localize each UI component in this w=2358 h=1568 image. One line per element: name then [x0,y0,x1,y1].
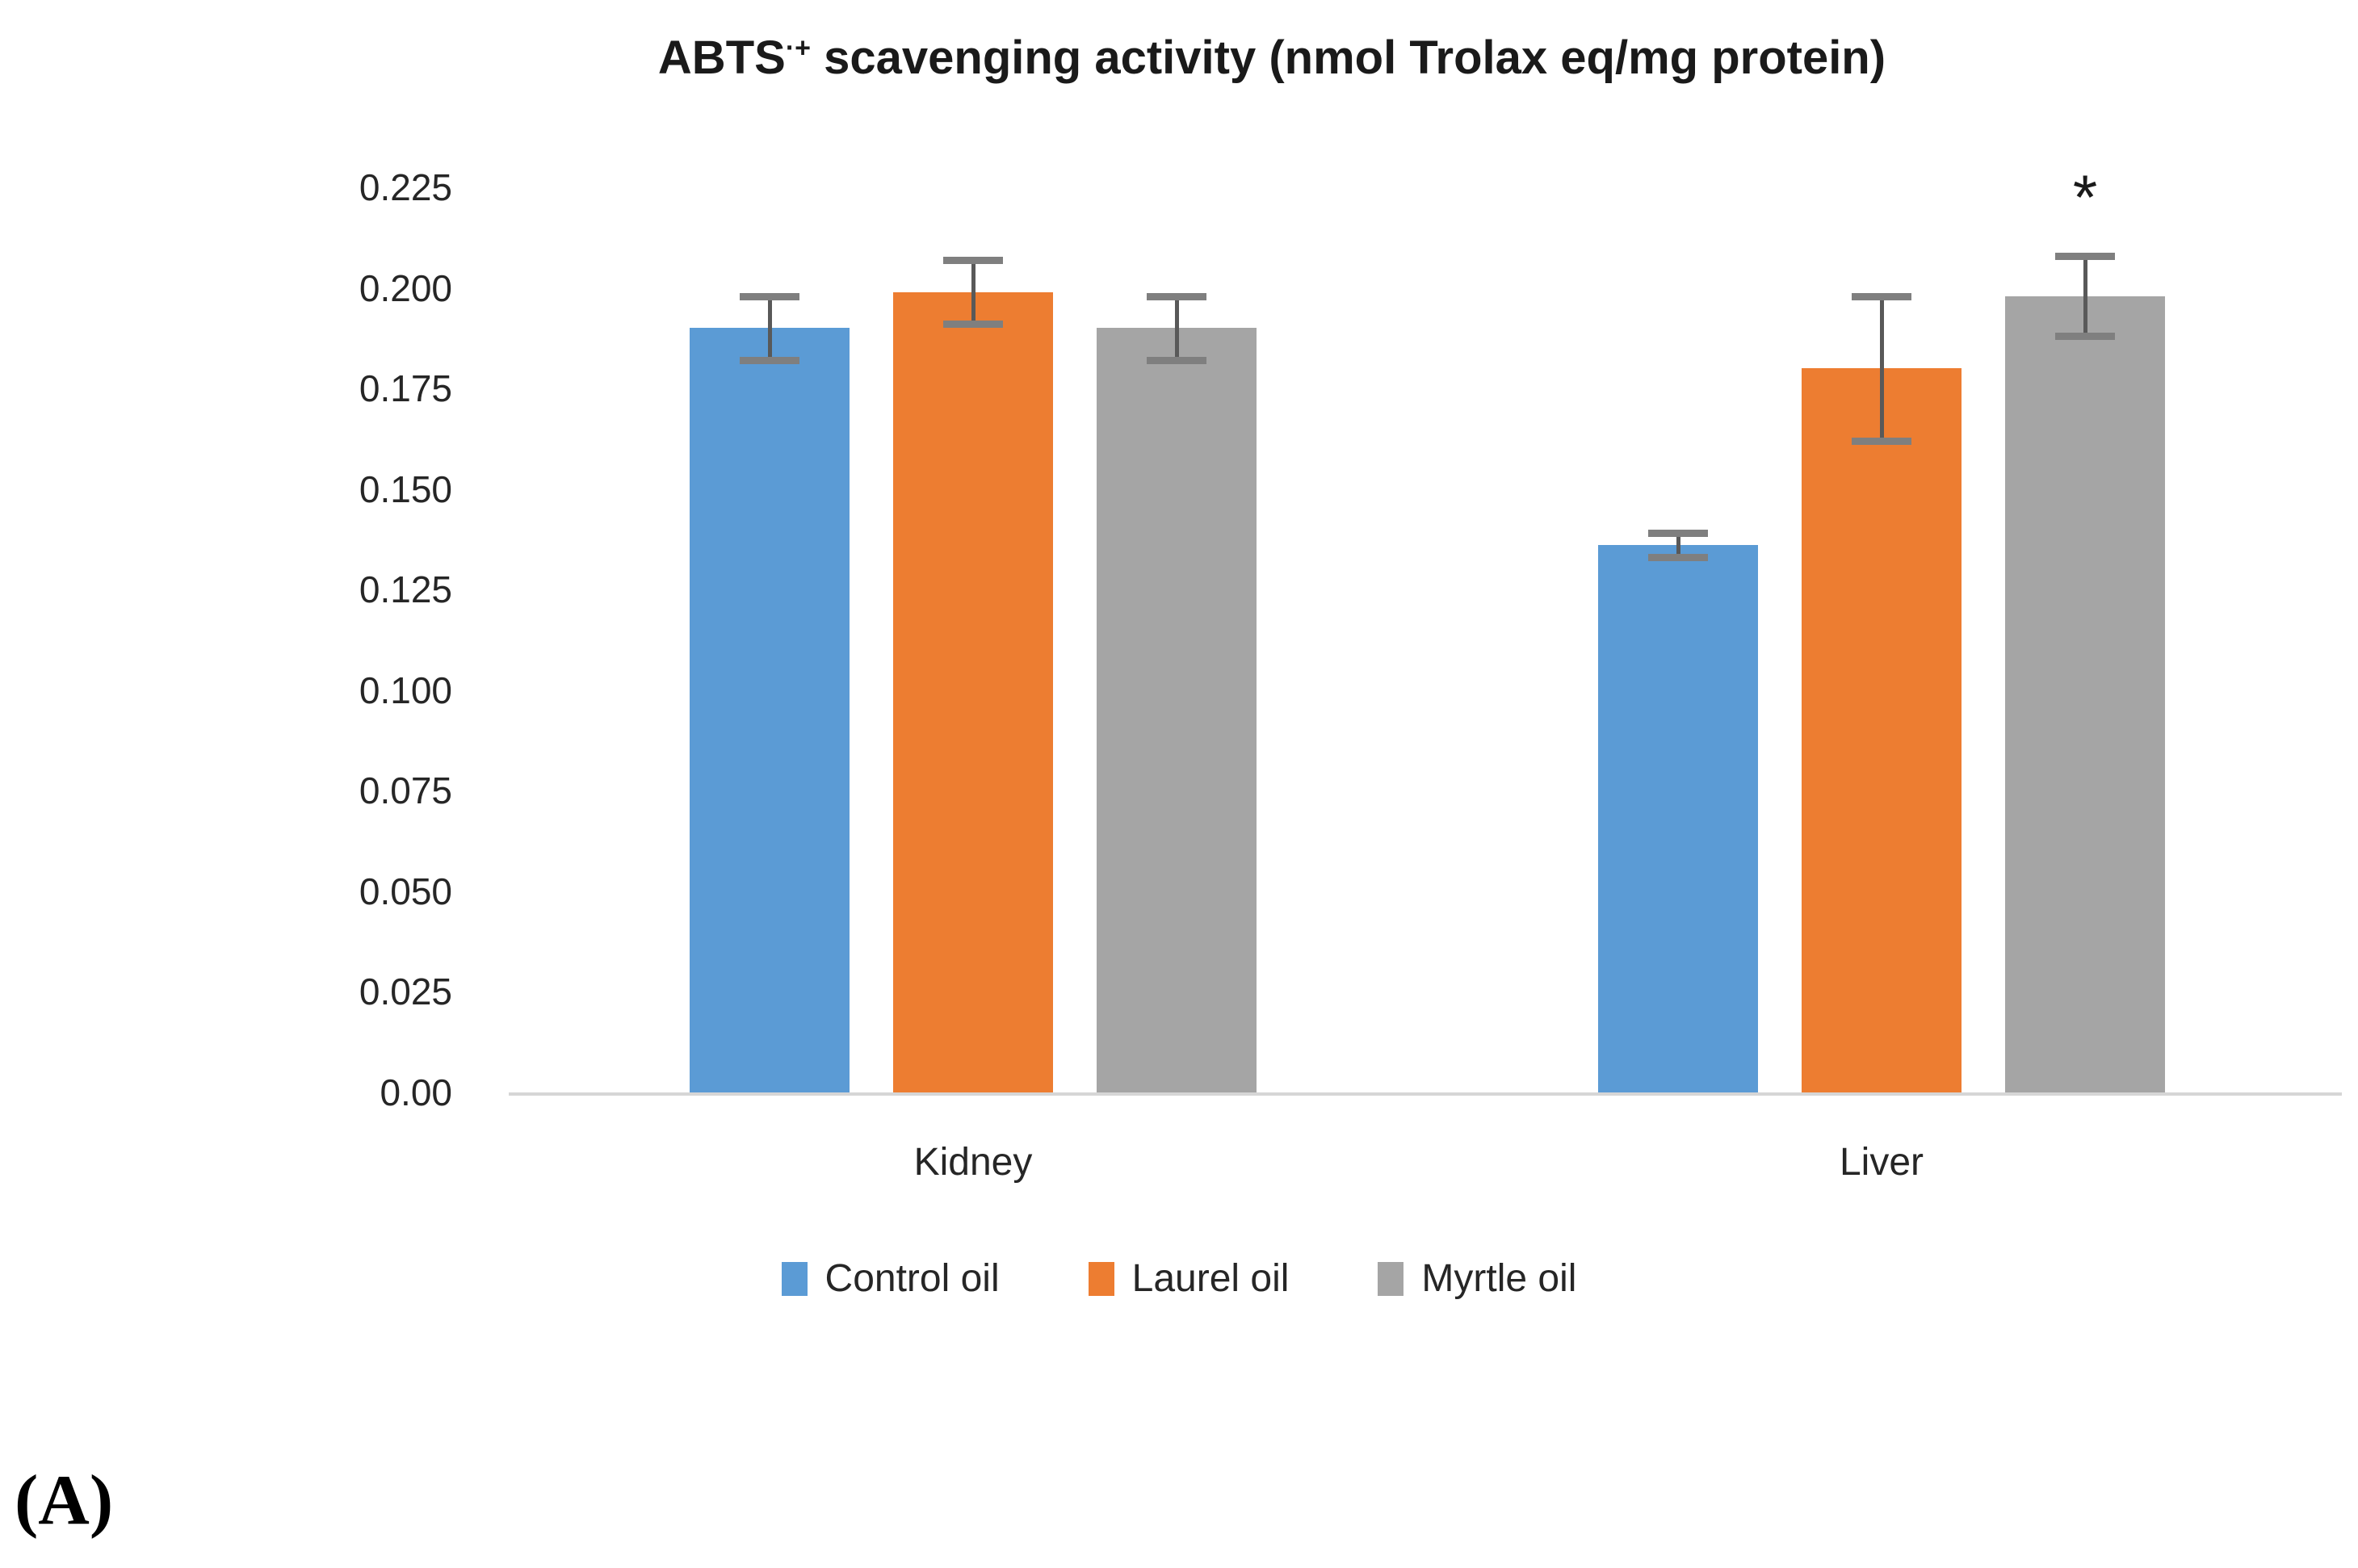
chart-title-base: ABTS [657,31,786,84]
bar-laurel-oil-kidney [893,291,1053,1092]
legend-item-laurel-oil: Laurel oil [1088,1256,1290,1301]
error-bar-line [1676,533,1680,558]
bar-control-oil-kidney [690,328,850,1092]
category-label-kidney: Kidney [913,1141,1033,1184]
bar-myrtle-oil-liver [2005,296,2165,1092]
significance-asterisk: * [2072,161,2098,233]
y-tick-label: 0.150 [359,467,452,510]
error-bar-line [971,259,976,325]
legend-label: Control oil [824,1257,1000,1300]
y-tick-label: 0.175 [359,367,452,410]
error-bar-cap-top [1852,292,1911,300]
error-bar-cap-bottom [1147,357,1206,365]
legend-swatch-icon [781,1261,808,1296]
error-bar-cap-top [2055,252,2115,260]
legend-label: Myrtle oil [1421,1257,1577,1300]
bar-control-oil-liver [1598,545,1758,1092]
error-bar-cap-top [740,292,799,300]
legend-swatch-icon [1088,1261,1114,1296]
y-tick-label: 0.050 [359,870,452,912]
y-tick-label: 0.100 [359,669,452,711]
y-tick-label: 0.025 [359,971,452,1013]
y-tick-label: 0.00 [380,1071,452,1113]
error-bar-cap-bottom [1852,437,1911,445]
error-bar-cap-bottom [740,357,799,365]
category-label-liver: Liver [1839,1141,1924,1184]
figure-panel-label: (A) [15,1461,114,1540]
error-bar-line [767,296,772,361]
error-bar-cap-bottom [943,321,1003,329]
y-tick-label: 0.200 [359,266,452,309]
error-bar-line [1174,296,1179,361]
error-bar-cap-bottom [1648,554,1708,562]
error-bar-cap-top [1648,530,1708,538]
y-tick-label: 0.125 [359,568,452,611]
chart-title-superscript: ·+ [785,32,811,64]
error-bar-cap-bottom [2055,333,2115,341]
x-axis-line [509,1092,2342,1096]
y-tick-label: 0.075 [359,769,452,812]
error-bar-line [2083,255,2087,337]
legend-item-control-oil: Control oil [781,1256,1000,1301]
error-bar-cap-top [1147,292,1206,300]
chart-title-rest: scavenging activity (nmol Trolax eq/mg p… [811,31,1886,84]
legend-item-myrtle-oil: Myrtle oil [1378,1256,1576,1301]
chart-title: ABTS·+ scavenging activity (nmol Trolax … [186,31,2358,85]
y-tick-label: 0.225 [359,166,452,208]
bar-myrtle-oil-kidney [1097,328,1257,1092]
legend: Control oil Laurel oil Myrtle oil [0,1256,2358,1301]
error-bar-cap-top [943,256,1003,264]
legend-swatch-icon [1378,1261,1404,1296]
legend-label: Laurel oil [1131,1257,1290,1300]
error-bar-line [1879,296,1884,441]
bar-laurel-oil-liver [1802,368,1962,1092]
